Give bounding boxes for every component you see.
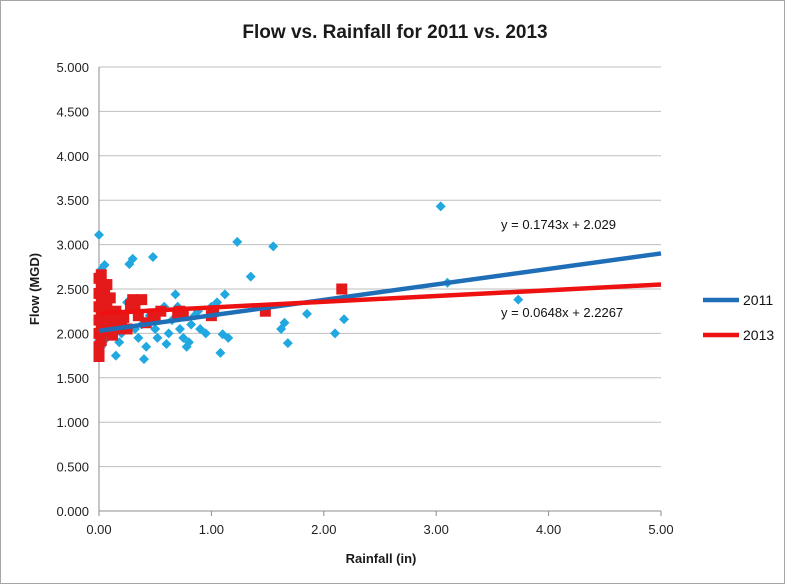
point-2013 (177, 310, 189, 322)
x-axis-ticks: 0.00 1.00 2.00 3.00 4.00 5.00 (86, 511, 674, 537)
point-2011 (138, 354, 149, 365)
point-2011 (174, 323, 185, 334)
point-2011 (161, 339, 172, 350)
y-axis-title: Flow (MGD) (27, 253, 42, 325)
point-2011 (163, 328, 174, 339)
point-2013 (336, 283, 348, 295)
point-2011 (339, 314, 350, 325)
x-tick-label: 1.00 (199, 522, 224, 537)
data-points (93, 201, 524, 365)
point-2011 (279, 317, 290, 328)
point-2011 (150, 323, 161, 334)
point-2013 (99, 296, 111, 308)
legend-item-2011: 2011 (703, 292, 773, 308)
point-2013 (106, 329, 118, 341)
point-2011 (282, 338, 293, 349)
point-2013 (101, 303, 113, 315)
point-2011 (183, 337, 194, 348)
point-2011 (301, 308, 312, 319)
y-tick-label: 4.000 (56, 149, 89, 164)
point-2013 (129, 303, 141, 315)
y-tick-label: 3.500 (56, 193, 89, 208)
point-2013 (93, 350, 105, 362)
y-tick-label: 1.000 (56, 415, 89, 430)
point-2011 (133, 332, 144, 343)
point-2011 (268, 241, 279, 252)
y-tick-label: 2.000 (56, 326, 89, 341)
point-2013 (136, 294, 148, 306)
point-2011 (141, 341, 152, 352)
point-2011 (127, 253, 138, 264)
x-tick-label: 4.00 (536, 522, 561, 537)
trendline-2011 (98, 251, 662, 334)
point-2011 (219, 289, 230, 300)
series-2013-points (93, 269, 348, 362)
y-tick-label: 1.500 (56, 371, 89, 386)
point-2013 (99, 285, 111, 297)
trendline-equation-2011: y = 0.1743x + 2.029 (501, 217, 616, 232)
point-2013 (115, 319, 127, 331)
y-tick-label: 4.500 (56, 104, 89, 119)
trendline-equation-2013: y = 0.0648x + 2.2267 (501, 305, 623, 320)
point-2013 (118, 311, 130, 323)
point-2011 (94, 229, 104, 240)
x-axis-title: Rainfall (in) (346, 551, 417, 566)
legend-label: 2011 (743, 292, 773, 308)
x-tick-label: 0.00 (86, 522, 111, 537)
x-tick-label: 3.00 (424, 522, 449, 537)
point-2011 (195, 323, 206, 334)
point-2011 (232, 236, 243, 247)
point-2013 (259, 305, 271, 317)
point-2011 (212, 297, 223, 308)
point-2011 (110, 350, 121, 361)
trendlines (98, 251, 662, 334)
y-axis-ticks: 0.000 0.500 1.000 1.500 2.000 2.500 3.000 3.500… (56, 60, 89, 519)
point-2011 (330, 328, 341, 339)
point-2013 (208, 305, 220, 317)
point-2013 (101, 317, 113, 329)
y-tick-label: 2.500 (56, 282, 89, 297)
point-2011 (170, 289, 181, 300)
point-2011 (245, 271, 256, 282)
x-tick-label: 5.00 (648, 522, 673, 537)
point-2011 (99, 260, 110, 271)
point-2011 (147, 252, 158, 263)
y-tick-label: 0.500 (56, 460, 89, 475)
point-2013 (101, 279, 113, 291)
point-2011 (513, 294, 524, 305)
point-2011 (200, 328, 211, 339)
legend-label: 2013 (743, 327, 774, 343)
y-tick-label: 3.000 (56, 238, 89, 253)
grid (98, 66, 661, 512)
point-2013 (93, 327, 105, 339)
x-tick-label: 2.00 (311, 522, 336, 537)
point-2013 (104, 292, 116, 304)
point-2013 (93, 341, 105, 353)
point-2013 (95, 335, 107, 347)
point-2013 (127, 294, 139, 306)
point-2011 (215, 347, 226, 358)
legend: 2011 2013 (703, 292, 774, 343)
point-2013 (93, 287, 105, 299)
point-2011 (186, 319, 197, 330)
point-2011 (178, 332, 189, 343)
y-tick-label: 0.000 (56, 504, 89, 519)
point-2013 (132, 310, 144, 322)
point-2013 (93, 314, 105, 326)
legend-item-2013: 2013 (703, 327, 774, 343)
trendline-equations: y = 0.1743x + 2.029 y = 0.0648x + 2.2267 (501, 217, 623, 320)
chart-title: Flow vs. Rainfall for 2011 vs. 2013 (242, 22, 547, 43)
trendline-2013 (98, 282, 662, 316)
point-2013 (93, 301, 105, 313)
y-tick-label: 5.000 (56, 60, 89, 75)
point-2013 (149, 311, 161, 323)
point-2011 (152, 332, 163, 343)
point-2011 (223, 332, 234, 343)
point-2011 (435, 201, 446, 212)
point-2013 (95, 269, 107, 281)
